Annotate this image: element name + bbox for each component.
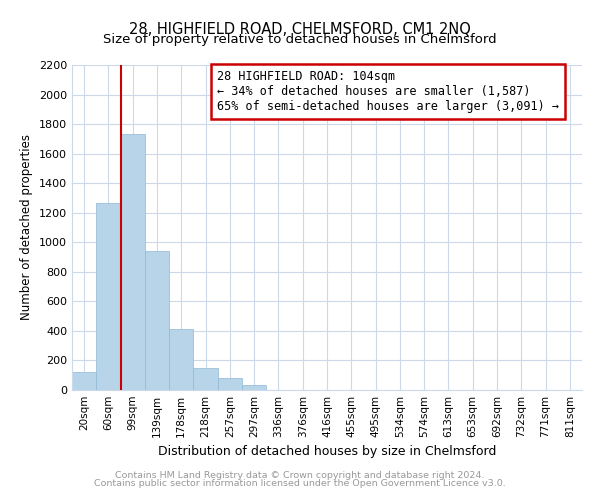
Text: Contains public sector information licensed under the Open Government Licence v3: Contains public sector information licen… (94, 478, 506, 488)
Bar (218, 378, 242, 390)
X-axis label: Distribution of detached houses by size in Chelmsford: Distribution of detached houses by size … (158, 446, 496, 458)
Bar (242, 385, 266, 390)
Text: Size of property relative to detached houses in Chelmsford: Size of property relative to detached ho… (103, 32, 497, 46)
Text: 28 HIGHFIELD ROAD: 104sqm
← 34% of detached houses are smaller (1,587)
65% of se: 28 HIGHFIELD ROAD: 104sqm ← 34% of detac… (217, 70, 559, 113)
Bar (72, 372, 96, 390)
Bar (193, 368, 218, 390)
Y-axis label: Number of detached properties: Number of detached properties (20, 134, 34, 320)
Text: 28, HIGHFIELD ROAD, CHELMSFORD, CM1 2NQ: 28, HIGHFIELD ROAD, CHELMSFORD, CM1 2NQ (129, 22, 471, 38)
Bar (121, 134, 145, 390)
Bar (145, 251, 169, 390)
Bar (96, 203, 121, 390)
Bar (169, 328, 193, 390)
Text: Contains HM Land Registry data © Crown copyright and database right 2024.: Contains HM Land Registry data © Crown c… (115, 471, 485, 480)
